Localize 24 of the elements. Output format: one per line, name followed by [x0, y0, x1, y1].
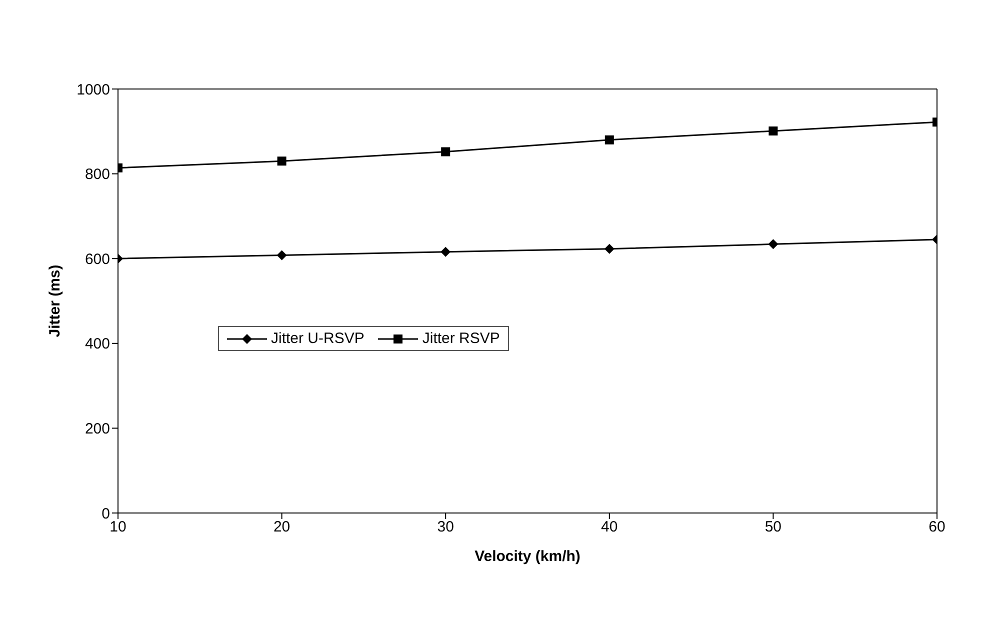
- x-tick-label: 10: [110, 518, 126, 536]
- y-tick-label: 400: [84, 336, 110, 353]
- x-tick-label: 30: [437, 518, 454, 536]
- legend-label: Jitter U-RSVP: [270, 330, 364, 347]
- point: [276, 250, 287, 260]
- y-tick-label: 600: [84, 250, 110, 268]
- y-tick-label: 0: [102, 505, 110, 522]
- x-tick-label: 40: [601, 518, 618, 536]
- x-axis-title: Velocity (km/h): [474, 548, 580, 565]
- x-tick-label: 50: [764, 518, 782, 536]
- point: [441, 147, 450, 156]
- y-tick-label: 200: [84, 420, 110, 438]
- point: [604, 244, 614, 254]
- point: [768, 126, 778, 136]
- y-tick-label: 1000: [76, 81, 110, 98]
- x-tick-label: 20: [273, 518, 290, 536]
- point: [277, 156, 286, 166]
- y-tick-label: 800: [84, 166, 110, 184]
- x-tick-label: 60: [928, 518, 946, 536]
- y-axis-title: Jitter (ms): [46, 264, 64, 338]
- point: [604, 135, 614, 144]
- point: [768, 239, 778, 250]
- legend-label: Jitter RSVP: [421, 330, 500, 347]
- point: [440, 246, 451, 257]
